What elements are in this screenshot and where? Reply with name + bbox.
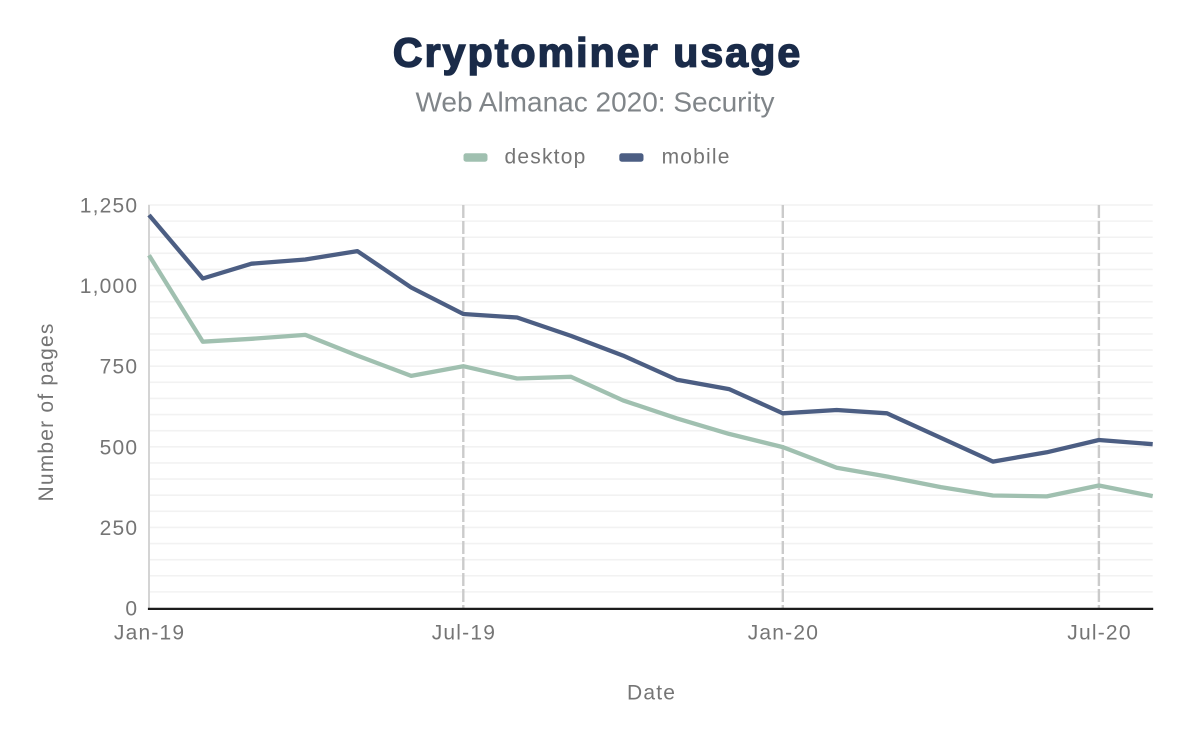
svg-text:1,000: 1,000 [80,275,139,298]
svg-text:Web Almanac 2020: Security: Web Almanac 2020: Security [415,87,774,118]
svg-text:Jul-20: Jul-20 [1067,622,1131,645]
svg-text:250: 250 [100,517,139,540]
svg-text:750: 750 [100,356,139,379]
svg-text:Cryptominer usage: Cryptominer usage [393,30,802,76]
svg-text:desktop: desktop [505,145,587,168]
svg-text:1,250: 1,250 [80,195,139,218]
svg-text:500: 500 [100,436,139,459]
svg-text:Number of pages: Number of pages [35,322,58,501]
svg-text:mobile: mobile [662,145,731,168]
svg-text:Date: Date [627,682,676,705]
svg-text:Jan-19: Jan-19 [114,622,185,645]
svg-text:Jul-19: Jul-19 [432,622,496,645]
svg-text:Jan-20: Jan-20 [748,622,819,645]
svg-text:0: 0 [125,598,138,621]
